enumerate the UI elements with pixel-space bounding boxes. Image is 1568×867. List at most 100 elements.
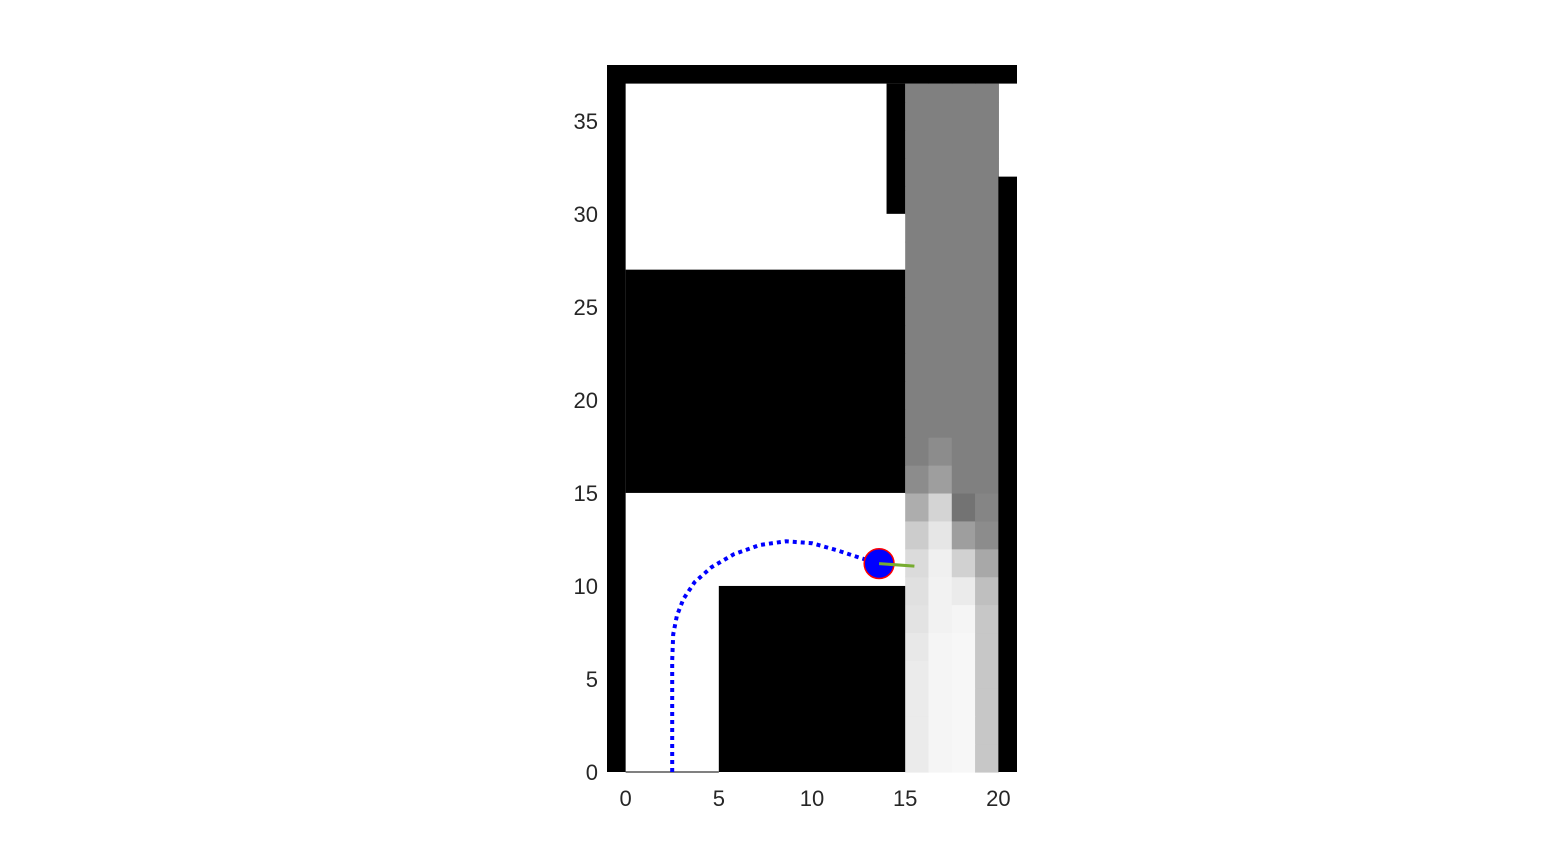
heatmap-cell	[951, 520, 976, 550]
heatmap-cell	[905, 492, 930, 522]
heatmap-cell	[975, 576, 999, 606]
heatmap-cell	[951, 660, 976, 689]
heatmap-cell	[928, 381, 953, 410]
obstacle-block	[998, 176, 1017, 772]
heatmap-cell	[951, 604, 976, 634]
heatmap-cell	[975, 716, 999, 745]
heatmap-cell	[975, 130, 999, 159]
heatmap-cell	[951, 297, 976, 327]
y-tick-label: 30	[574, 202, 598, 227]
heatmap-cell	[951, 325, 976, 354]
heatmap-cell	[928, 409, 953, 438]
heatmap-cell	[975, 632, 999, 661]
y-axis-ticks: 0 5 10 15 20 25 30 35	[574, 109, 598, 785]
heatmap-cell	[905, 269, 930, 299]
heatmap-cell	[905, 130, 930, 159]
y-tick-label: 20	[574, 388, 598, 413]
heatmap-cell	[905, 83, 930, 103]
heatmap-cell	[905, 102, 930, 131]
obstacle-block	[607, 65, 626, 772]
heatmap-cell	[928, 688, 953, 717]
heatmap-cell	[928, 492, 953, 522]
heatmap-cell	[905, 632, 930, 661]
heatmap-cell	[975, 492, 999, 522]
obstacle-block	[607, 65, 1017, 84]
heatmap-cell	[975, 688, 999, 717]
heatmap-cell	[928, 437, 953, 466]
heatmap-cell	[905, 520, 930, 550]
heatmap-cell	[928, 744, 953, 773]
heatmap-cell	[951, 130, 976, 159]
heatmap-cell	[905, 381, 930, 410]
x-tick-label: 10	[800, 786, 824, 811]
robot-heading-line	[878, 562, 915, 568]
heatmap-cell	[951, 632, 976, 661]
heatmap-cell	[905, 744, 930, 773]
heatmap-cell	[975, 465, 999, 494]
heatmap-cell	[951, 437, 976, 466]
heatmap-cell	[951, 688, 976, 717]
x-axis-ticks: 0 5 10 15 20	[620, 786, 1011, 811]
heatmap-cell	[951, 492, 976, 522]
x-tick-label: 15	[893, 786, 917, 811]
heatmap-cell	[951, 716, 976, 745]
heatmap-cell	[905, 604, 930, 634]
heatmap-cell	[905, 297, 930, 327]
obstacle-layer	[607, 65, 1017, 773]
heatmap-cell	[905, 548, 930, 578]
heatmap-cell	[975, 83, 999, 103]
heatmap-cell	[928, 632, 953, 661]
heatmap-cell	[905, 185, 930, 215]
heatmap-cell	[951, 409, 976, 438]
x-tick-label: 5	[713, 786, 725, 811]
heatmap-cell	[975, 520, 999, 550]
y-tick-label: 15	[574, 481, 598, 506]
heatmap-cell	[905, 576, 930, 606]
heatmap-cell	[975, 102, 999, 131]
heatmap-cell	[928, 325, 953, 354]
heatmap-cell	[905, 158, 930, 187]
heatmap-cell	[975, 353, 999, 382]
heatmap-cell	[975, 548, 999, 578]
map-axes: 0 5 10 15 20 0 5 10 15 20 25 30 35	[574, 65, 1017, 811]
heatmap-cell	[951, 83, 976, 103]
heatmap-cell	[975, 744, 999, 773]
heatmap-cell	[975, 213, 999, 243]
heatmap-cell	[928, 158, 953, 187]
y-tick-label: 5	[586, 667, 598, 692]
heatmap-cell	[905, 716, 930, 745]
heatmap-cell	[905, 465, 930, 494]
heatmap-cell	[928, 241, 953, 271]
heatmap-cell	[905, 353, 930, 382]
y-tick-label: 0	[586, 760, 598, 785]
obstacle-block	[718, 585, 906, 772]
heatmap-cell	[975, 660, 999, 689]
heatmap-cell	[951, 353, 976, 382]
y-tick-label: 35	[574, 109, 598, 134]
trajectory-layer	[670, 539, 880, 772]
heatmap-cell	[951, 241, 976, 271]
heatmap-cell	[975, 381, 999, 410]
heatmap-cell	[975, 409, 999, 438]
x-tick-label: 0	[620, 786, 632, 811]
y-tick-label: 25	[574, 295, 598, 320]
heatmap-cell	[905, 325, 930, 354]
obstacle-block	[886, 83, 906, 214]
heatmap-cell	[905, 660, 930, 689]
heatmap-cell	[928, 604, 953, 634]
heatmap-cell	[905, 437, 930, 466]
heatmap-cell	[928, 130, 953, 159]
heatmap-cell	[951, 213, 976, 243]
y-tick-label: 10	[574, 574, 598, 599]
heatmap-cell	[951, 381, 976, 410]
heatmap-cell	[975, 269, 999, 299]
heatmap-cell	[975, 241, 999, 271]
obstacle-block	[625, 269, 906, 493]
heatmap-cell	[951, 576, 976, 606]
robot-layer	[863, 547, 915, 580]
heatmap-cell	[975, 158, 999, 187]
heatmap-cell	[951, 269, 976, 299]
heatmap-cell	[951, 548, 976, 578]
x-tick-label: 20	[986, 786, 1010, 811]
